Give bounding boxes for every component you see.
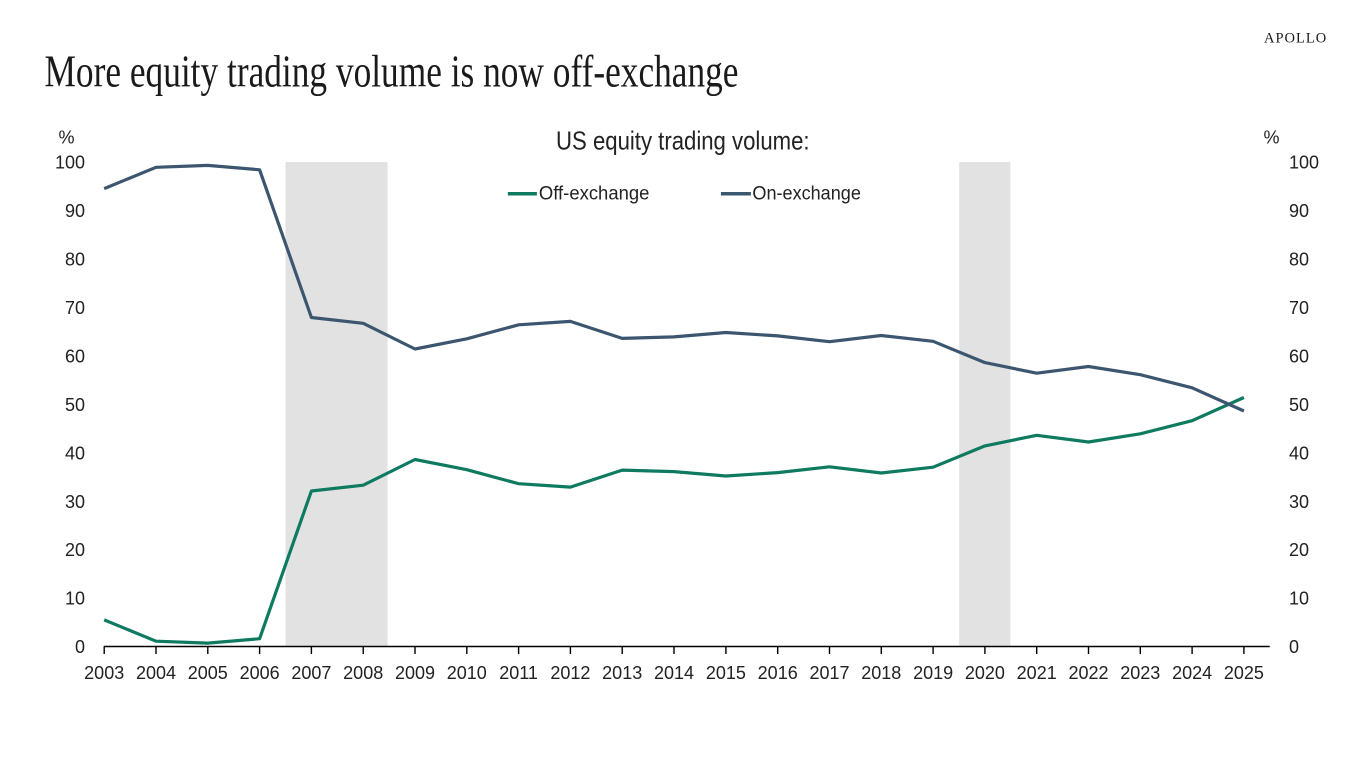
svg-text:%: %	[1264, 127, 1280, 147]
svg-text:2016: 2016	[758, 663, 798, 683]
svg-text:2018: 2018	[861, 663, 901, 683]
svg-text:2014: 2014	[654, 663, 694, 683]
svg-text:70: 70	[65, 298, 85, 318]
svg-text:On-exchange: On-exchange	[752, 183, 861, 204]
svg-text:50: 50	[65, 395, 85, 415]
svg-text:2010: 2010	[447, 663, 487, 683]
svg-text:10: 10	[1289, 589, 1309, 609]
svg-text:2019: 2019	[913, 663, 953, 683]
svg-text:60: 60	[1289, 346, 1309, 366]
svg-text:40: 40	[65, 443, 85, 463]
svg-text:90: 90	[65, 201, 85, 221]
svg-text:10: 10	[65, 589, 85, 609]
svg-text:2022: 2022	[1068, 663, 1108, 683]
svg-text:2021: 2021	[1017, 663, 1057, 683]
svg-text:80: 80	[1289, 250, 1309, 270]
svg-text:100: 100	[1289, 153, 1319, 173]
svg-text:70: 70	[1289, 298, 1309, 318]
svg-text:50: 50	[1289, 395, 1309, 415]
svg-text:90: 90	[1289, 201, 1309, 221]
svg-text:%: %	[59, 127, 75, 147]
svg-text:80: 80	[65, 250, 85, 270]
svg-text:2013: 2013	[602, 663, 642, 683]
svg-text:40: 40	[1289, 443, 1309, 463]
svg-text:20: 20	[65, 540, 85, 560]
svg-text:20: 20	[1289, 540, 1309, 560]
svg-text:60: 60	[65, 346, 85, 366]
svg-text:2012: 2012	[550, 663, 590, 683]
svg-text:APOLLO: APOLLO	[1264, 31, 1327, 47]
svg-text:30: 30	[65, 492, 85, 512]
svg-text:More equity trading volume is: More equity trading volume is now off-ex…	[45, 47, 739, 97]
svg-text:0: 0	[1289, 637, 1299, 657]
svg-text:2015: 2015	[706, 663, 746, 683]
svg-text:2009: 2009	[395, 663, 435, 683]
svg-text:2024: 2024	[1172, 663, 1212, 683]
svg-text:Off-exchange: Off-exchange	[539, 183, 650, 204]
svg-text:2023: 2023	[1120, 663, 1160, 683]
svg-text:2007: 2007	[291, 663, 331, 683]
svg-text:2011: 2011	[499, 663, 538, 683]
svg-text:2008: 2008	[343, 663, 383, 683]
svg-text:2004: 2004	[136, 663, 176, 683]
svg-text:2006: 2006	[240, 663, 280, 683]
svg-text:0: 0	[75, 637, 85, 657]
svg-text:2020: 2020	[965, 663, 1005, 683]
svg-text:100: 100	[55, 153, 85, 173]
svg-text:2003: 2003	[84, 663, 124, 683]
svg-text:2017: 2017	[809, 663, 849, 683]
svg-text:2005: 2005	[188, 663, 228, 683]
svg-text:30: 30	[1289, 492, 1309, 512]
svg-text:US equity trading volume:: US equity trading volume:	[556, 125, 810, 155]
svg-text:2025: 2025	[1224, 663, 1264, 683]
